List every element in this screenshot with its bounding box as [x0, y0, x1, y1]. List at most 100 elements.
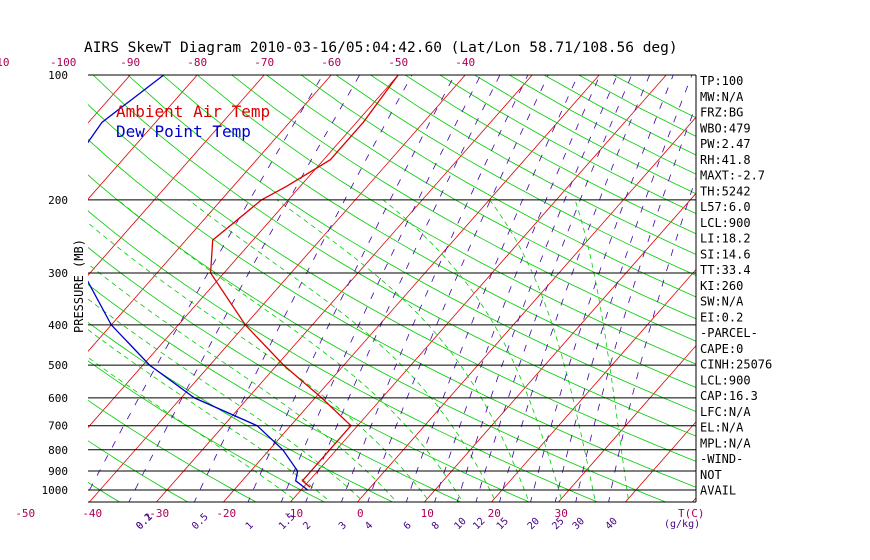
- index-label: MPL:N/A: [700, 436, 751, 450]
- pressure-tick-label: 1000: [42, 484, 69, 497]
- mixing-ratio-line: [499, 75, 650, 502]
- index-label: SI:14.6: [700, 247, 751, 261]
- dry-adiabat-line: [88, 360, 326, 502]
- index-label: PW:2.47: [700, 137, 751, 151]
- isotherm-line: [88, 75, 466, 502]
- bottom-temp-tick-label: 10: [421, 507, 434, 520]
- dry-adiabat-line: [543, 75, 696, 156]
- top-temp-tick-label: -110: [0, 56, 9, 69]
- isotherm-line: [356, 116, 696, 502]
- mixing-ratio-label: 40: [604, 516, 620, 532]
- mixing-ratio-label: 30: [571, 516, 587, 532]
- pressure-tick-label: 100: [48, 69, 68, 82]
- mixing-ratio-label: 3: [337, 520, 349, 532]
- isotherm-line: [0, 0, 10, 504]
- index-label: -PARCEL-: [700, 326, 758, 340]
- mixing-ratio-label: 4: [363, 520, 375, 532]
- index-label: EI:0.2: [700, 310, 743, 324]
- dry-adiabat-line: [508, 75, 696, 175]
- isotherm-line: [490, 268, 696, 502]
- isotherm-line: [88, 75, 332, 352]
- isotherm-line: [88, 75, 399, 429]
- index-label: L57:6.0: [700, 200, 751, 214]
- mixing-ratio-line: [475, 75, 633, 502]
- index-label: CAPE:0: [700, 342, 743, 356]
- top-temp-tick-label: -50: [388, 56, 408, 69]
- top-temp-tick-label: -70: [254, 56, 274, 69]
- dry-adiabat-line: [88, 139, 696, 488]
- top-temp-tick-label: -100: [50, 56, 77, 69]
- mixing-ratio-label: 0.5: [190, 512, 211, 533]
- index-label: CINH:25076: [700, 358, 772, 372]
- dry-adiabat-line: [161, 75, 696, 388]
- bottom-temp-tick-label: -50: [15, 507, 35, 520]
- index-label: TP:100: [700, 74, 743, 88]
- isotherm-line: [88, 75, 131, 124]
- dry-adiabat-line: [473, 75, 696, 195]
- index-label: MW:N/A: [700, 90, 744, 104]
- isotherm-line: [557, 345, 696, 502]
- moist-adiabat-line: [276, 199, 529, 499]
- index-label: CAP:16.3: [700, 389, 758, 403]
- pressure-tick-label: 700: [48, 420, 68, 433]
- moist-adiabat-line: [489, 199, 596, 499]
- index-label: FRZ:BG: [700, 106, 743, 120]
- index-label: MAXT:-2.7: [700, 169, 765, 183]
- mixing-ratio-label: 10: [452, 516, 468, 532]
- moist-adiabat-line: [88, 356, 294, 500]
- dry-adiabat-line: [88, 399, 257, 502]
- pressure-tick-label: 900: [48, 465, 68, 478]
- top-temp-tick-label: -60: [321, 56, 341, 69]
- index-label: LCL:900: [700, 373, 751, 387]
- moist-adiabat-line: [574, 199, 629, 499]
- dry-adiabat-line: [88, 321, 394, 502]
- mixing-ratio-label: 2: [301, 520, 313, 532]
- dry-adiabat-line: [127, 75, 696, 412]
- index-label: SW:N/A: [700, 295, 744, 309]
- mixing-ratio-line: [575, 104, 696, 502]
- index-label: NOT: [700, 468, 722, 482]
- mixing-ratio-label: 12: [471, 516, 487, 532]
- mixing-ratio-line: [280, 75, 482, 502]
- pressure-tick-label: 400: [48, 319, 68, 332]
- index-label: TT:33.4: [700, 263, 751, 277]
- isotherm-line: [758, 0, 870, 504]
- moist-adiabat-line: [117, 199, 462, 500]
- moist-adiabat-line: [383, 199, 562, 499]
- isotherm-line: [423, 192, 696, 502]
- dry-adiabat-line: [88, 246, 531, 502]
- dry-adiabat-line: [300, 75, 696, 298]
- temp-unit-label: T(C): [678, 507, 705, 520]
- pressure-tick-label: 200: [48, 194, 68, 207]
- index-label: LI:18.2: [700, 232, 751, 246]
- mixing-ratio-line: [434, 75, 601, 502]
- index-label: WBO:479: [700, 121, 751, 135]
- mixing-ratio-line: [608, 176, 696, 502]
- legend-ambient: Ambient Air Temp: [116, 102, 270, 121]
- mixing-ratio-line: [405, 75, 579, 502]
- dry-adiabat-line: [439, 75, 696, 214]
- moist-adiabat-line: [188, 199, 495, 499]
- bottom-temp-tick-label: 20: [488, 507, 501, 520]
- index-label: LFC:N/A: [700, 405, 751, 419]
- dry-adiabat-line: [265, 75, 696, 320]
- dry-adiabat-line: [88, 210, 599, 502]
- bottom-temp-tick-label: 30: [555, 507, 568, 520]
- dry-adiabat-line: [404, 75, 696, 235]
- mixing-ratio-line: [340, 75, 529, 502]
- dry-adiabat-line: [335, 75, 696, 276]
- isotherm-line: [155, 75, 533, 502]
- mixing-ratio-line: [88, 75, 324, 494]
- pressure-tick-label: 300: [48, 267, 68, 280]
- index-label: KI:260: [700, 279, 743, 293]
- moist-adiabat-line: [88, 263, 395, 500]
- mixing-ratio-line: [367, 75, 549, 502]
- y-axis-label: PRESSURE (MB): [72, 239, 86, 333]
- dry-adiabat-line: [88, 174, 667, 502]
- moist-adiabat-line: [88, 222, 428, 500]
- mixing-ratio-label: 1: [244, 520, 256, 532]
- mixing-ratio-line: [530, 75, 674, 502]
- pressure-tick-label: 600: [48, 392, 68, 405]
- mixing-ratio-label: 8: [430, 520, 442, 532]
